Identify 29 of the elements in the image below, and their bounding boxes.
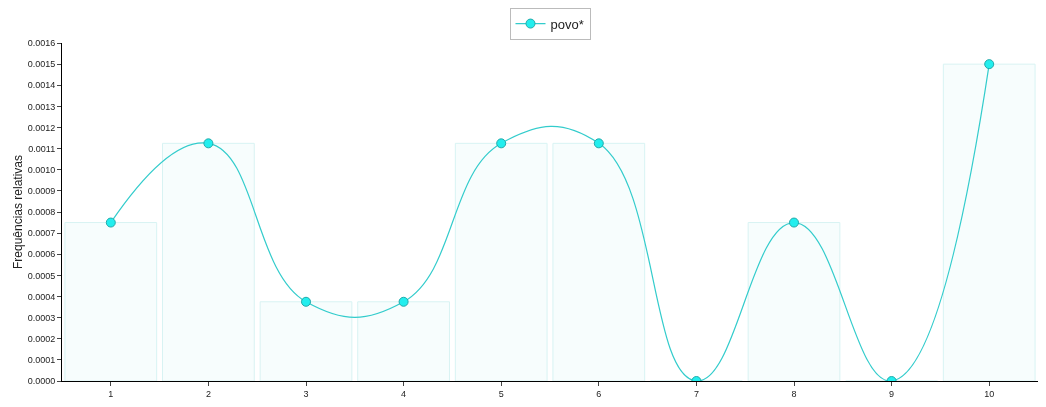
y-tick-label: 0.0007 bbox=[27, 228, 56, 239]
y-axis-title: Frequências relativas bbox=[10, 154, 25, 270]
x-tick-label: 7 bbox=[693, 388, 699, 399]
x-tick-label: 6 bbox=[596, 388, 602, 399]
x-tick-label: 1 bbox=[108, 388, 114, 399]
y-tick-label: 0.0011 bbox=[28, 143, 56, 154]
legend-label: povo* bbox=[550, 16, 584, 32]
x-tick-label: 5 bbox=[498, 388, 504, 399]
x-tick-label: 8 bbox=[791, 388, 797, 399]
x-tick-label: 3 bbox=[303, 388, 309, 399]
y-tick-label: 0.0008 bbox=[27, 207, 56, 218]
x-tick-label: 9 bbox=[889, 388, 895, 399]
y-tick-label: 0.0010 bbox=[27, 164, 56, 175]
y-tick-label: 0.0016 bbox=[27, 38, 56, 49]
y-tick-label: 0.0006 bbox=[27, 249, 56, 260]
y-tick-label: 0.0004 bbox=[27, 291, 56, 302]
y-tick-label: 0.0002 bbox=[27, 333, 56, 344]
y-tick-label: 0.0000 bbox=[27, 376, 56, 387]
y-tick-label: 0.0015 bbox=[27, 59, 56, 70]
y-tick-label: 0.0001 bbox=[27, 355, 56, 366]
x-tick-label: 4 bbox=[401, 388, 407, 399]
y-tick-label: 0.0009 bbox=[27, 186, 56, 197]
x-tick-label: 10 bbox=[984, 388, 995, 399]
y-tick-label: 0.0013 bbox=[27, 101, 56, 112]
y-tick-label: 0.0014 bbox=[27, 80, 56, 91]
y-tick-label: 0.0003 bbox=[27, 312, 56, 323]
y-tick-label: 0.0012 bbox=[27, 122, 56, 133]
y-tick-label: 0.0005 bbox=[27, 270, 56, 281]
x-tick-label: 2 bbox=[205, 388, 211, 399]
